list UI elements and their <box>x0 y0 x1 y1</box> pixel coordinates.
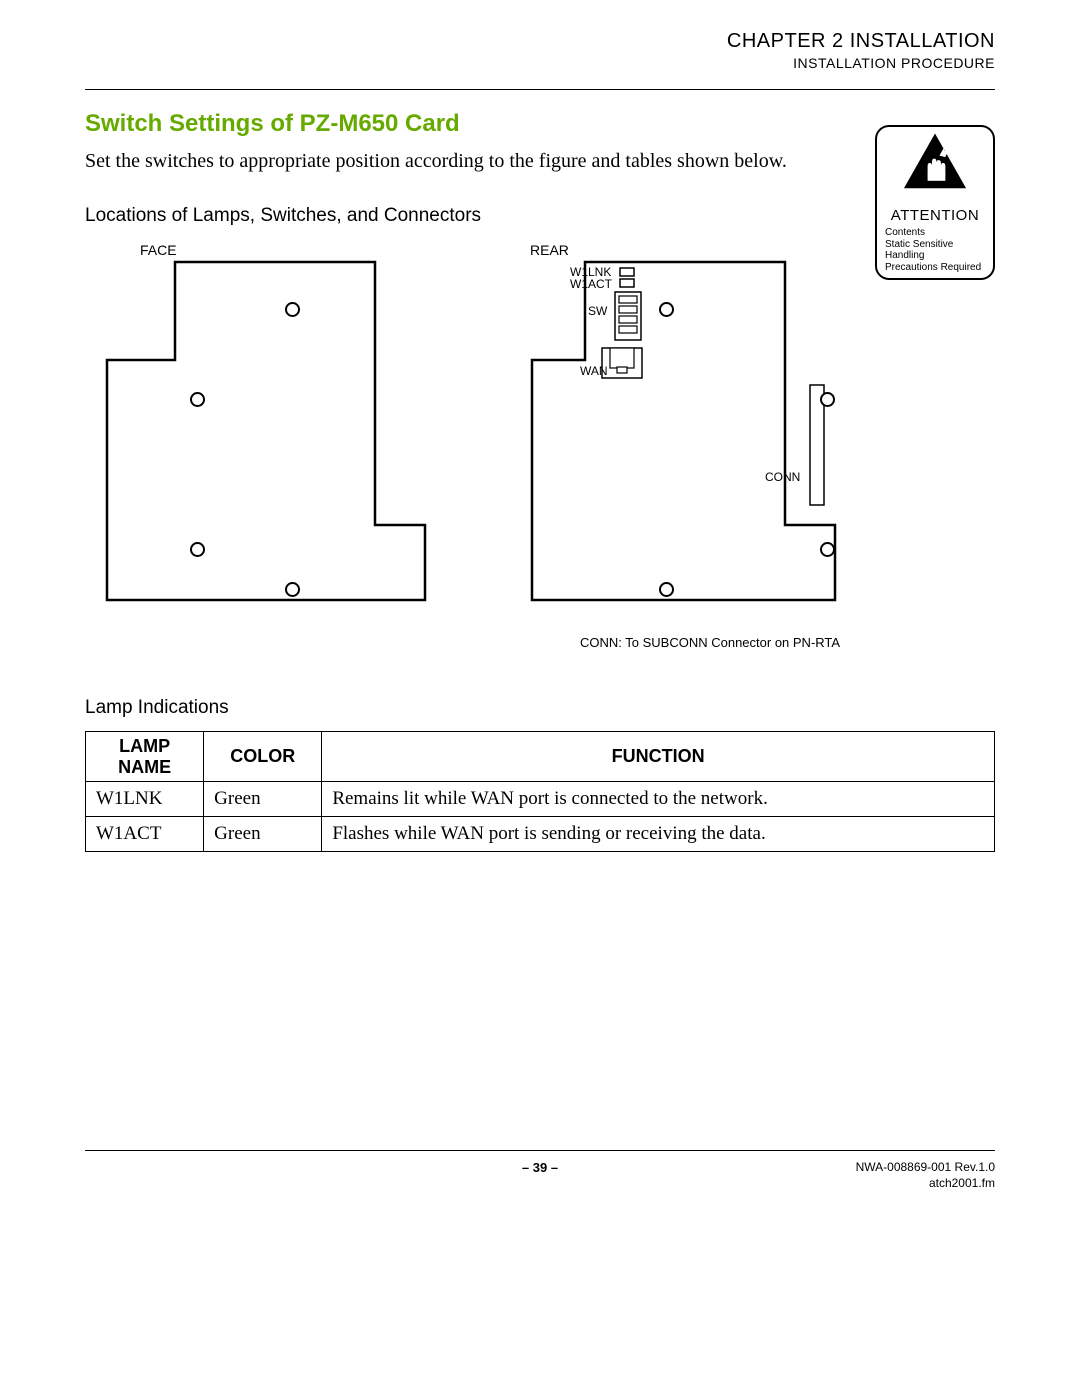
col-color: COLOR <box>204 732 322 782</box>
footer-doc: NWA-008869-001 Rev.1.0 <box>856 1160 995 1176</box>
conn-label: CONN <box>765 470 800 484</box>
col-lamp-name: LAMP NAME <box>86 732 204 782</box>
w1act-label: W1ACT <box>570 277 612 291</box>
cell-lamp-name: W1ACT <box>86 817 204 852</box>
header-rule <box>85 89 995 90</box>
mount-hole-icon <box>659 582 674 597</box>
mount-hole-icon <box>820 542 835 557</box>
cell-lamp-name: W1LNK <box>86 782 204 817</box>
table-row: W1LNK Green Remains lit while WAN port i… <box>86 782 995 817</box>
footer-file: atch2001.fm <box>856 1176 995 1192</box>
section-body: Set the switches to appropriate position… <box>85 148 825 175</box>
lamp-table: LAMP NAME COLOR FUNCTION W1LNK Green Rem… <box>85 731 995 852</box>
col-text: LAMP <box>119 736 170 756</box>
page-content: CHAPTER 2 INSTALLATION INSTALLATION PROC… <box>85 30 995 852</box>
mount-hole-icon <box>190 392 205 407</box>
cell-color: Green <box>204 782 322 817</box>
mount-hole-icon <box>190 542 205 557</box>
rear-board-svg <box>530 260 860 605</box>
col-function: FUNCTION <box>322 732 995 782</box>
conn-note: CONN: To SUBCONN Connector on PN-RTA <box>580 635 840 650</box>
footer-doc-info: NWA-008869-001 Rev.1.0 atch2001.fm <box>856 1160 995 1191</box>
section-title: Switch Settings of PZ-M650 Card <box>85 110 995 138</box>
col-text: NAME <box>118 757 171 777</box>
chapter-subtitle: INSTALLATION PROCEDURE <box>85 55 995 71</box>
esd-icon <box>877 127 993 205</box>
locations-heading: Locations of Lamps, Switches, and Connec… <box>85 205 995 227</box>
mount-hole-icon <box>659 302 674 317</box>
rear-label: REAR <box>530 242 569 258</box>
face-board-svg <box>105 260 435 605</box>
wan-label: WAN <box>580 364 608 378</box>
attention-line: Contents <box>885 227 985 239</box>
diagram-area: FACE REAR <box>85 242 995 642</box>
mount-hole-icon <box>820 392 835 407</box>
table-header-row: LAMP NAME COLOR FUNCTION <box>86 732 995 782</box>
mount-hole-icon <box>285 582 300 597</box>
chapter-heading: CHAPTER 2 INSTALLATION <box>85 30 995 53</box>
cell-function: Remains lit while WAN port is connected … <box>322 782 995 817</box>
lamp-indications-heading: Lamp Indications <box>85 697 995 719</box>
table-row: W1ACT Green Flashes while WAN port is se… <box>86 817 995 852</box>
mount-hole-icon <box>285 302 300 317</box>
cell-function: Flashes while WAN port is sending or rec… <box>322 817 995 852</box>
footer-rule <box>85 1150 995 1151</box>
attention-title: ATTENTION <box>877 207 993 224</box>
face-label: FACE <box>140 242 177 258</box>
cell-color: Green <box>204 817 322 852</box>
sw-label: SW <box>588 304 607 318</box>
